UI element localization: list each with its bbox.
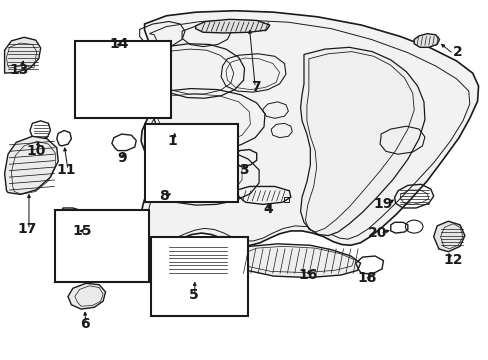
Polygon shape [433, 221, 464, 252]
Text: 5: 5 [188, 288, 198, 302]
Bar [75, 41, 171, 118]
Text: 3: 3 [238, 163, 248, 177]
Polygon shape [300, 47, 424, 235]
Text: 11: 11 [57, 163, 76, 177]
Text: 17: 17 [18, 222, 37, 237]
Polygon shape [413, 34, 439, 47]
Text: 1: 1 [167, 134, 177, 148]
Bar [144, 124, 238, 202]
Text: 19: 19 [373, 197, 392, 211]
Text: 7: 7 [250, 80, 260, 94]
Text: 15: 15 [73, 224, 92, 238]
Text: 4: 4 [263, 202, 272, 216]
Bar [151, 237, 248, 316]
Text: 10: 10 [26, 144, 45, 158]
Polygon shape [235, 244, 360, 278]
Polygon shape [4, 37, 41, 73]
Text: 13: 13 [10, 63, 29, 77]
Text: 14: 14 [109, 37, 128, 51]
Text: 20: 20 [366, 226, 386, 240]
Polygon shape [135, 11, 478, 246]
Polygon shape [68, 283, 105, 309]
Text: 2: 2 [452, 45, 462, 59]
Text: 12: 12 [443, 253, 462, 267]
Text: 9: 9 [117, 151, 126, 165]
Text: 16: 16 [298, 268, 317, 282]
Text: 18: 18 [357, 271, 376, 284]
Text: 8: 8 [159, 189, 168, 203]
Polygon shape [4, 136, 58, 194]
Polygon shape [195, 19, 269, 33]
Text: 6: 6 [80, 317, 89, 331]
Bar [55, 210, 149, 282]
